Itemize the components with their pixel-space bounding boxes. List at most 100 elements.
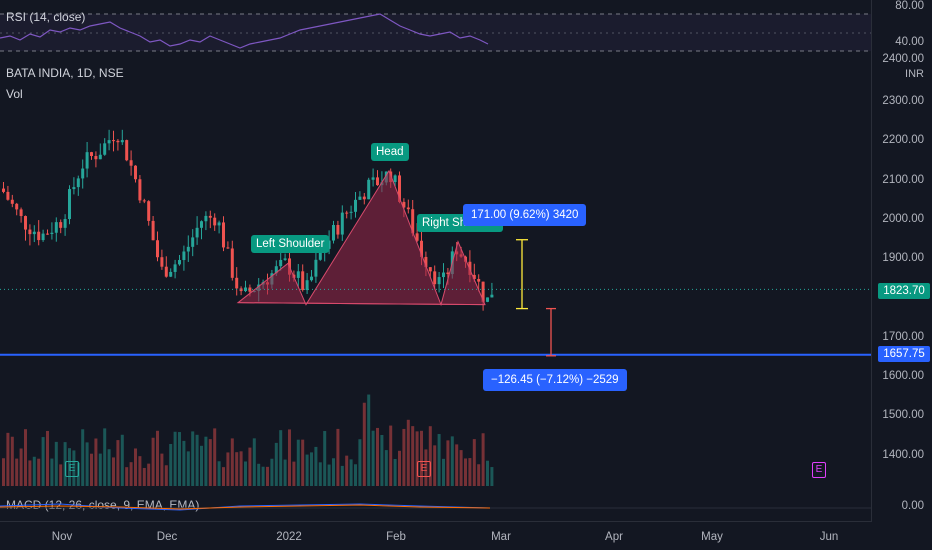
candle: [76, 178, 80, 188]
left-shoulder-label[interactable]: Left Shoulder: [251, 235, 330, 253]
candle: [72, 187, 76, 190]
candle: [406, 207, 410, 210]
volume-bar: [2, 458, 5, 486]
candle: [54, 222, 58, 233]
candle: [90, 152, 93, 157]
candle: [301, 271, 305, 291]
candle: [178, 260, 181, 265]
volume-bar: [134, 448, 137, 486]
candle: [442, 272, 445, 278]
candle: [151, 220, 155, 241]
volume-bar: [19, 448, 23, 486]
candle: [424, 256, 428, 268]
candle: [173, 264, 177, 272]
neckline: [237, 302, 486, 306]
earnings-marker[interactable]: E: [417, 461, 431, 477]
measure-down-box[interactable]: −126.45 (−7.12%) −2529: [483, 369, 627, 391]
candle: [32, 231, 36, 235]
volume-bar: [362, 402, 366, 486]
price-tick: 2400.00: [882, 53, 924, 65]
volume-bar: [252, 438, 256, 486]
earnings-marker[interactable]: E: [65, 461, 79, 477]
candle: [195, 227, 199, 238]
volume-bar: [486, 460, 489, 486]
candle: [182, 251, 186, 261]
volume-bar: [332, 458, 335, 486]
head-shoulders-pattern: [236, 169, 486, 307]
volume-bar: [464, 458, 467, 486]
candle: [279, 259, 283, 267]
macd-tick: 0.00: [901, 500, 924, 512]
candle: [134, 165, 137, 180]
rsi-pane[interactable]: RSI (14, close): [0, 0, 872, 58]
candle: [296, 271, 300, 278]
time-tick: Jun: [819, 531, 839, 543]
candle: [428, 267, 432, 272]
volume-bar: [468, 458, 472, 486]
volume-bar: [208, 439, 212, 486]
volume-bar: [107, 449, 111, 486]
candle: [398, 175, 401, 202]
time-axis[interactable]: Nov Dec 2022 Feb Mar Apr May Jun: [0, 521, 872, 550]
candle: [94, 156, 98, 160]
candle: [125, 140, 129, 161]
volume-bar: [81, 429, 85, 486]
volume-bar: [138, 456, 142, 486]
volume-bar: [226, 452, 230, 486]
candle: [28, 229, 32, 235]
volume-bar: [169, 443, 173, 486]
price-axis[interactable]: 80.00 40.00 2400.00 INR 2300.00 2200.00 …: [871, 0, 932, 550]
volume-bar: [420, 430, 423, 486]
volume-bar: [204, 436, 208, 486]
candle: [362, 196, 366, 200]
price-tick: 1600.00: [882, 370, 924, 382]
rsi-tick-80: 80.00: [895, 0, 924, 12]
candle: [393, 175, 397, 183]
support-price-badge: 1657.75: [878, 346, 930, 362]
candle: [437, 277, 441, 285]
candle: [336, 225, 340, 235]
rsi-title: RSI (14, close): [6, 10, 86, 24]
candle: [2, 188, 5, 192]
candle: [239, 288, 243, 292]
volume-bar: [186, 451, 190, 486]
candle: [15, 203, 19, 210]
candle: [204, 215, 208, 222]
volume-bar: [261, 466, 265, 486]
volume-bar: [160, 453, 164, 486]
candle: [477, 278, 481, 282]
candle: [481, 281, 485, 302]
volume-bar: [147, 463, 151, 486]
volume-bar: [244, 461, 247, 486]
candle: [314, 259, 318, 277]
candle: [213, 217, 217, 226]
price-tick: 1900.00: [882, 252, 924, 264]
volume-bar: [142, 467, 146, 486]
measure-up-box[interactable]: 171.00 (9.62%) 3420: [463, 204, 587, 226]
volume-bar: [173, 431, 177, 486]
candle: [244, 287, 247, 292]
volume-bar: [191, 431, 195, 486]
volume-bar: [318, 462, 322, 486]
earnings-marker[interactable]: E: [812, 462, 826, 478]
volume-bar: [389, 425, 393, 486]
candle: [103, 143, 107, 155]
volume-label: Vol: [6, 87, 23, 101]
volume-bar: [415, 431, 419, 486]
price-chart-pane[interactable]: BATA INDIA, 1D, NSE Vol Left Shoulder He…: [0, 58, 872, 518]
candle: [116, 140, 120, 143]
volume-bar: [54, 441, 58, 486]
candle: [19, 209, 23, 217]
candle: [120, 140, 124, 143]
candle: [107, 140, 111, 144]
candle: [81, 168, 85, 179]
volume-bar: [279, 430, 283, 486]
head-label[interactable]: Head: [371, 143, 409, 161]
volume-bar: [336, 428, 340, 486]
candle: [367, 179, 371, 200]
volume-bar: [459, 450, 463, 486]
volume-bar: [450, 436, 454, 486]
price-tick: 1500.00: [882, 409, 924, 421]
volume-bar: [50, 458, 54, 486]
candle: [230, 248, 234, 278]
